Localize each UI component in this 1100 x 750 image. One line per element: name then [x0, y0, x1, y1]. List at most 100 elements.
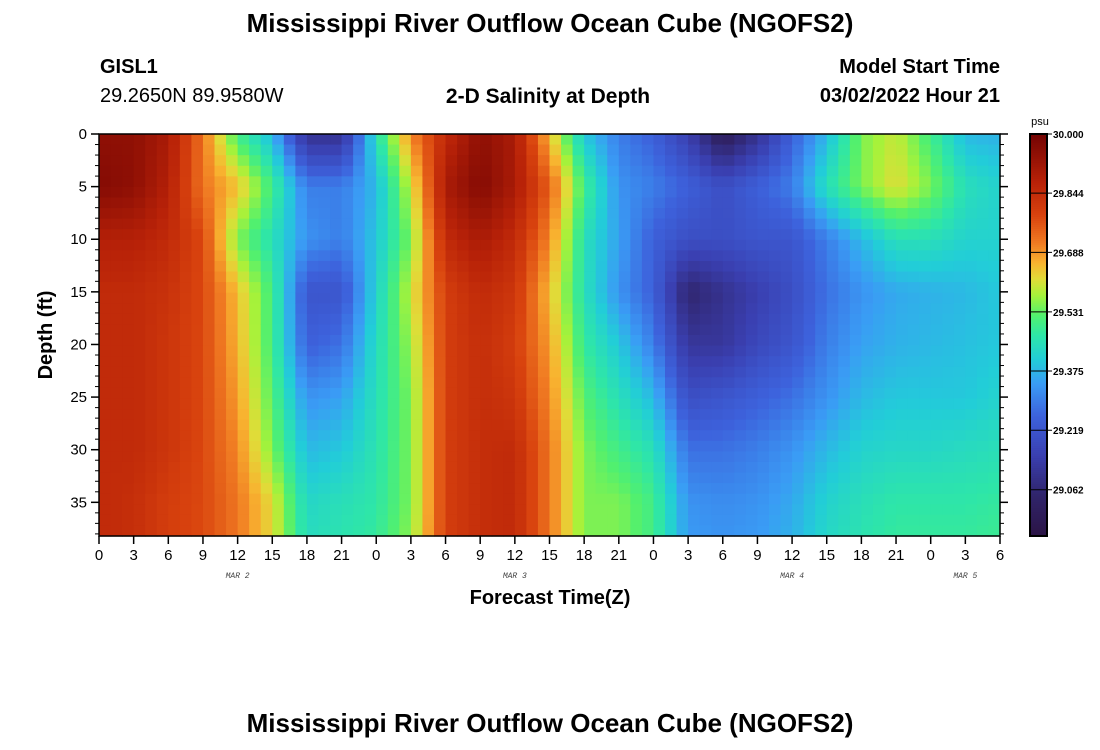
heatmap-cell	[930, 186, 943, 199]
heatmap-cell	[364, 229, 377, 241]
heatmap-cell	[849, 387, 862, 400]
colorbar-segment	[1030, 314, 1047, 318]
heatmap-cell	[884, 514, 897, 527]
heatmap-cell	[826, 335, 839, 347]
heatmap-cell	[537, 144, 551, 156]
heatmap-cell	[745, 197, 759, 209]
heatmap-cell	[711, 144, 724, 156]
heatmap-cell	[976, 430, 990, 442]
heatmap-cell	[768, 366, 782, 378]
heatmap-cell	[549, 165, 562, 177]
heatmap-cell	[803, 250, 816, 262]
heatmap-cell	[872, 335, 886, 347]
heatmap-cell	[110, 419, 123, 431]
colorbar-segment	[1030, 332, 1047, 336]
colorbar-segment	[1030, 501, 1047, 505]
heatmap-cell	[445, 514, 458, 527]
heatmap-cell	[503, 366, 516, 378]
heatmap-cell	[722, 356, 735, 368]
heatmap-cell	[283, 165, 296, 177]
heatmap-cell	[768, 324, 782, 336]
heatmap-cell	[480, 387, 493, 400]
heatmap-cell	[699, 409, 712, 421]
heatmap-cell	[353, 271, 366, 283]
heatmap-cell	[110, 525, 123, 537]
heatmap-cell	[711, 472, 724, 484]
heatmap-cell	[364, 451, 377, 463]
heatmap-cell	[549, 461, 562, 474]
heatmap-cell	[896, 303, 909, 315]
heatmap-cell	[376, 324, 389, 336]
heatmap-cell	[387, 176, 400, 188]
heatmap-cell	[826, 387, 839, 400]
heatmap-cell	[214, 186, 227, 199]
heatmap-cell	[457, 250, 470, 262]
heatmap-cell	[526, 239, 539, 251]
heatmap-cell	[676, 430, 689, 442]
heatmap-cell	[330, 197, 343, 209]
colorbar-segment	[1030, 208, 1047, 211]
heatmap-cell	[376, 504, 389, 516]
heatmap-cell	[156, 239, 169, 251]
heatmap-cell	[272, 461, 285, 474]
heatmap-cell	[249, 165, 262, 177]
heatmap-cell	[353, 155, 366, 167]
heatmap-cell	[618, 345, 631, 357]
colorbar-segment	[1030, 349, 1047, 352]
heatmap-cell	[584, 282, 597, 294]
heatmap-cell	[919, 409, 932, 421]
heatmap-cell	[249, 218, 262, 230]
heatmap-cell	[549, 419, 562, 431]
colorbar-segment	[1030, 387, 1047, 390]
heatmap-cell	[526, 303, 539, 315]
heatmap-cell	[953, 218, 966, 230]
heatmap-cell	[387, 451, 400, 463]
heatmap-cell	[283, 197, 296, 209]
heatmap-cell	[838, 440, 851, 452]
y-tick-label: 5	[79, 179, 87, 196]
heatmap-cell	[537, 377, 551, 389]
heatmap-cell	[376, 440, 389, 452]
heatmap-cell	[572, 461, 585, 474]
heatmap-cell	[364, 260, 377, 273]
heatmap-cell	[549, 271, 562, 283]
heatmap-cell	[734, 472, 747, 484]
heatmap-cell	[745, 218, 759, 230]
heatmap-cell	[595, 144, 608, 156]
colorbar-segment	[1030, 499, 1047, 503]
heatmap-cell	[433, 292, 447, 304]
heatmap-cell	[965, 377, 978, 389]
heatmap-cell	[896, 229, 909, 241]
heatmap-cell	[433, 419, 447, 431]
heatmap-cell	[561, 461, 574, 474]
heatmap-cell	[272, 440, 285, 452]
heatmap-cell	[768, 504, 782, 516]
colorbar-segment	[1030, 214, 1047, 217]
heatmap-cell	[942, 197, 955, 209]
heatmap-cell	[249, 514, 262, 527]
heatmap-cell	[514, 155, 527, 167]
heatmap-cell	[110, 504, 123, 516]
colorbar-segment	[1030, 417, 1047, 420]
heatmap-cell	[792, 461, 805, 474]
heatmap-cell	[457, 430, 470, 442]
heatmap-cell	[584, 186, 597, 199]
heatmap-cell	[757, 461, 770, 474]
heatmap-cell	[283, 271, 296, 283]
heatmap-cell	[283, 377, 296, 389]
heatmap-cell	[537, 186, 551, 199]
heatmap-cell	[919, 260, 932, 273]
heatmap-cell	[226, 483, 239, 495]
heatmap-cell	[179, 165, 193, 177]
heatmap-cell	[480, 134, 493, 146]
heatmap-cell	[584, 176, 597, 188]
heatmap-cell	[156, 165, 169, 177]
heatmap-cell	[618, 176, 631, 188]
heatmap-cell	[318, 409, 331, 421]
heatmap-cell	[896, 134, 909, 146]
heatmap-cell	[99, 260, 112, 273]
heatmap-cell	[653, 165, 666, 177]
heatmap-cell	[953, 451, 966, 463]
colorbar-segment	[1030, 449, 1047, 453]
heatmap-cell	[595, 313, 608, 326]
